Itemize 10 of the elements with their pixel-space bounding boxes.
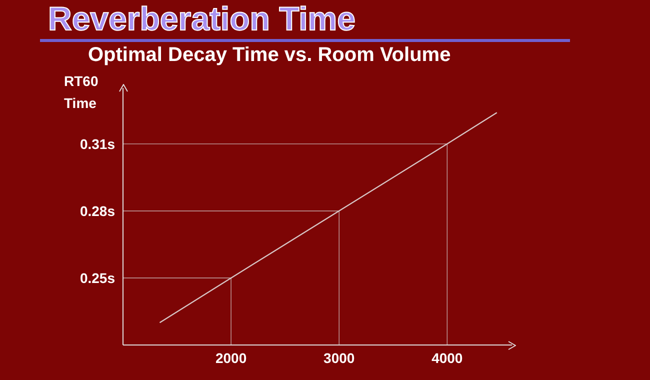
line-series xyxy=(159,112,498,324)
y-tick-label: 0.28s xyxy=(80,202,116,219)
chart-subtitle: Optimal Decay Time vs. Room Volume xyxy=(88,44,451,67)
x-tick-label: 4000 xyxy=(432,350,463,366)
y-tick-label: 0.31s xyxy=(80,136,116,152)
chart-title: Reverberation Time xyxy=(48,0,356,38)
x-tick-label: 3000 xyxy=(324,350,355,366)
y-tick-label: 0.25s xyxy=(80,270,116,286)
x-tick-label: 2000 xyxy=(215,350,247,366)
y-axis-title: RT60 Time xyxy=(64,72,100,113)
